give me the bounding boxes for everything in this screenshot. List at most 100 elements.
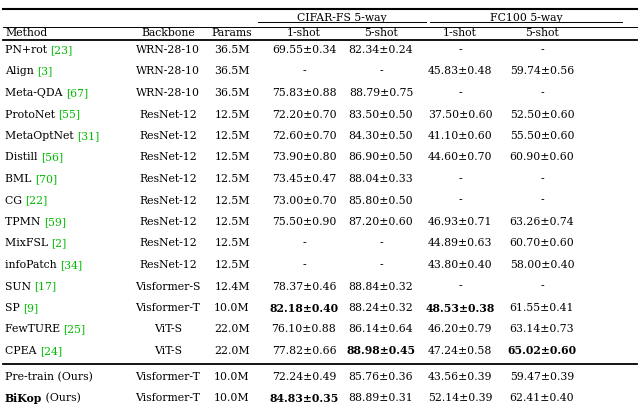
Text: 12.5M: 12.5M <box>214 153 250 162</box>
Text: 10.0M: 10.0M <box>214 303 250 313</box>
Text: 52.50±0.60: 52.50±0.60 <box>509 110 574 119</box>
Text: 36.5M: 36.5M <box>214 45 250 55</box>
Text: Align: Align <box>5 67 37 76</box>
Text: 87.20±0.60: 87.20±0.60 <box>349 217 413 227</box>
Text: Distill: Distill <box>5 153 41 162</box>
Text: BML: BML <box>5 174 35 184</box>
Text: 78.37±0.46: 78.37±0.46 <box>272 281 336 292</box>
Text: 85.80±0.50: 85.80±0.50 <box>349 196 413 205</box>
Text: 77.82±0.66: 77.82±0.66 <box>272 346 336 356</box>
Text: 12.5M: 12.5M <box>214 174 250 184</box>
Text: 69.55±0.34: 69.55±0.34 <box>272 45 336 55</box>
Text: 73.00±0.70: 73.00±0.70 <box>272 196 336 205</box>
Text: 59.74±0.56: 59.74±0.56 <box>510 67 574 76</box>
Text: 84.30±0.50: 84.30±0.50 <box>349 131 413 141</box>
Text: 73.90±0.80: 73.90±0.80 <box>272 153 336 162</box>
Text: -: - <box>540 174 544 184</box>
Text: [55]: [55] <box>58 110 81 119</box>
Text: -: - <box>458 281 462 292</box>
Text: 88.98±0.45: 88.98±0.45 <box>346 346 415 357</box>
Text: 88.79±0.75: 88.79±0.75 <box>349 88 413 98</box>
Text: 36.5M: 36.5M <box>214 67 250 76</box>
Text: -: - <box>302 260 306 270</box>
Text: [24]: [24] <box>40 346 62 356</box>
Text: 72.24±0.49: 72.24±0.49 <box>272 372 336 382</box>
Text: 75.83±0.88: 75.83±0.88 <box>272 88 336 98</box>
Text: 1-shot: 1-shot <box>287 29 321 38</box>
Text: WRN-28-10: WRN-28-10 <box>136 67 200 76</box>
Text: MixFSL: MixFSL <box>5 238 52 249</box>
Text: MetaOptNet: MetaOptNet <box>5 131 77 141</box>
Text: 44.89±0.63: 44.89±0.63 <box>428 238 492 249</box>
Text: Method: Method <box>5 29 47 38</box>
Text: 22.0M: 22.0M <box>214 346 250 356</box>
Text: Visformer-T: Visformer-T <box>136 393 200 403</box>
Text: 63.26±0.74: 63.26±0.74 <box>509 217 574 227</box>
Text: -: - <box>540 196 544 205</box>
Text: PN+rot: PN+rot <box>5 45 51 55</box>
Text: 37.50±0.60: 37.50±0.60 <box>428 110 492 119</box>
Text: 47.24±0.58: 47.24±0.58 <box>428 346 492 356</box>
Text: 22.0M: 22.0M <box>214 324 250 335</box>
Text: 41.10±0.60: 41.10±0.60 <box>428 131 492 141</box>
Text: 88.24±0.32: 88.24±0.32 <box>349 303 413 313</box>
Text: 62.41±0.40: 62.41±0.40 <box>509 393 574 403</box>
Text: 61.55±0.41: 61.55±0.41 <box>509 303 574 313</box>
Text: SP: SP <box>5 303 23 313</box>
Text: WRN-28-10: WRN-28-10 <box>136 45 200 55</box>
Text: -: - <box>379 238 383 249</box>
Text: 86.14±0.64: 86.14±0.64 <box>349 324 413 335</box>
Text: CIFAR-FS 5-way: CIFAR-FS 5-way <box>297 13 387 23</box>
Text: 12.5M: 12.5M <box>214 260 250 270</box>
Text: 46.20±0.79: 46.20±0.79 <box>428 324 492 335</box>
Text: 12.5M: 12.5M <box>214 131 250 141</box>
Text: infoPatch: infoPatch <box>5 260 60 270</box>
Text: CG: CG <box>5 196 26 205</box>
Text: 73.45±0.47: 73.45±0.47 <box>272 174 336 184</box>
Text: 12.5M: 12.5M <box>214 196 250 205</box>
Text: -: - <box>540 281 544 292</box>
Text: ProtoNet: ProtoNet <box>5 110 58 119</box>
Text: ResNet-12: ResNet-12 <box>139 217 197 227</box>
Text: 60.70±0.60: 60.70±0.60 <box>509 238 574 249</box>
Text: -: - <box>379 67 383 76</box>
Text: -: - <box>458 45 462 55</box>
Text: -: - <box>302 67 306 76</box>
Text: ResNet-12: ResNet-12 <box>139 110 197 119</box>
Text: -: - <box>458 88 462 98</box>
Text: 45.83±0.48: 45.83±0.48 <box>428 67 492 76</box>
Text: 75.50±0.90: 75.50±0.90 <box>272 217 336 227</box>
Text: Backbone: Backbone <box>141 29 195 38</box>
Text: Meta-QDA: Meta-QDA <box>5 88 66 98</box>
Text: 48.53±0.38: 48.53±0.38 <box>426 303 495 314</box>
Text: 88.04±0.33: 88.04±0.33 <box>349 174 413 184</box>
Text: BiKop: BiKop <box>5 393 42 404</box>
Text: 72.20±0.70: 72.20±0.70 <box>272 110 336 119</box>
Text: [34]: [34] <box>60 260 83 270</box>
Text: 12.5M: 12.5M <box>214 217 250 227</box>
Text: 12.5M: 12.5M <box>214 110 250 119</box>
Text: ViT-S: ViT-S <box>154 324 182 335</box>
Text: Params: Params <box>212 29 252 38</box>
Text: 84.83±0.35: 84.83±0.35 <box>269 393 339 404</box>
Text: ViT-S: ViT-S <box>154 346 182 356</box>
Text: -: - <box>379 260 383 270</box>
Text: (Ours): (Ours) <box>42 393 81 403</box>
Text: 72.60±0.70: 72.60±0.70 <box>272 131 336 141</box>
Text: 10.0M: 10.0M <box>214 372 250 382</box>
Text: TPMN: TPMN <box>5 217 44 227</box>
Text: 86.90±0.50: 86.90±0.50 <box>349 153 413 162</box>
Text: [70]: [70] <box>35 174 57 184</box>
Text: -: - <box>458 174 462 184</box>
Text: 82.18±0.40: 82.18±0.40 <box>269 303 339 314</box>
Text: 83.50±0.50: 83.50±0.50 <box>349 110 413 119</box>
Text: 5-shot: 5-shot <box>364 29 398 38</box>
Text: [59]: [59] <box>44 217 66 227</box>
Text: 60.90±0.60: 60.90±0.60 <box>509 153 574 162</box>
Text: Visformer-S: Visformer-S <box>135 281 201 292</box>
Text: 43.56±0.39: 43.56±0.39 <box>428 372 492 382</box>
Text: 59.47±0.39: 59.47±0.39 <box>510 372 574 382</box>
Text: SUN: SUN <box>5 281 35 292</box>
Text: 12.4M: 12.4M <box>214 281 250 292</box>
Text: ResNet-12: ResNet-12 <box>139 260 197 270</box>
